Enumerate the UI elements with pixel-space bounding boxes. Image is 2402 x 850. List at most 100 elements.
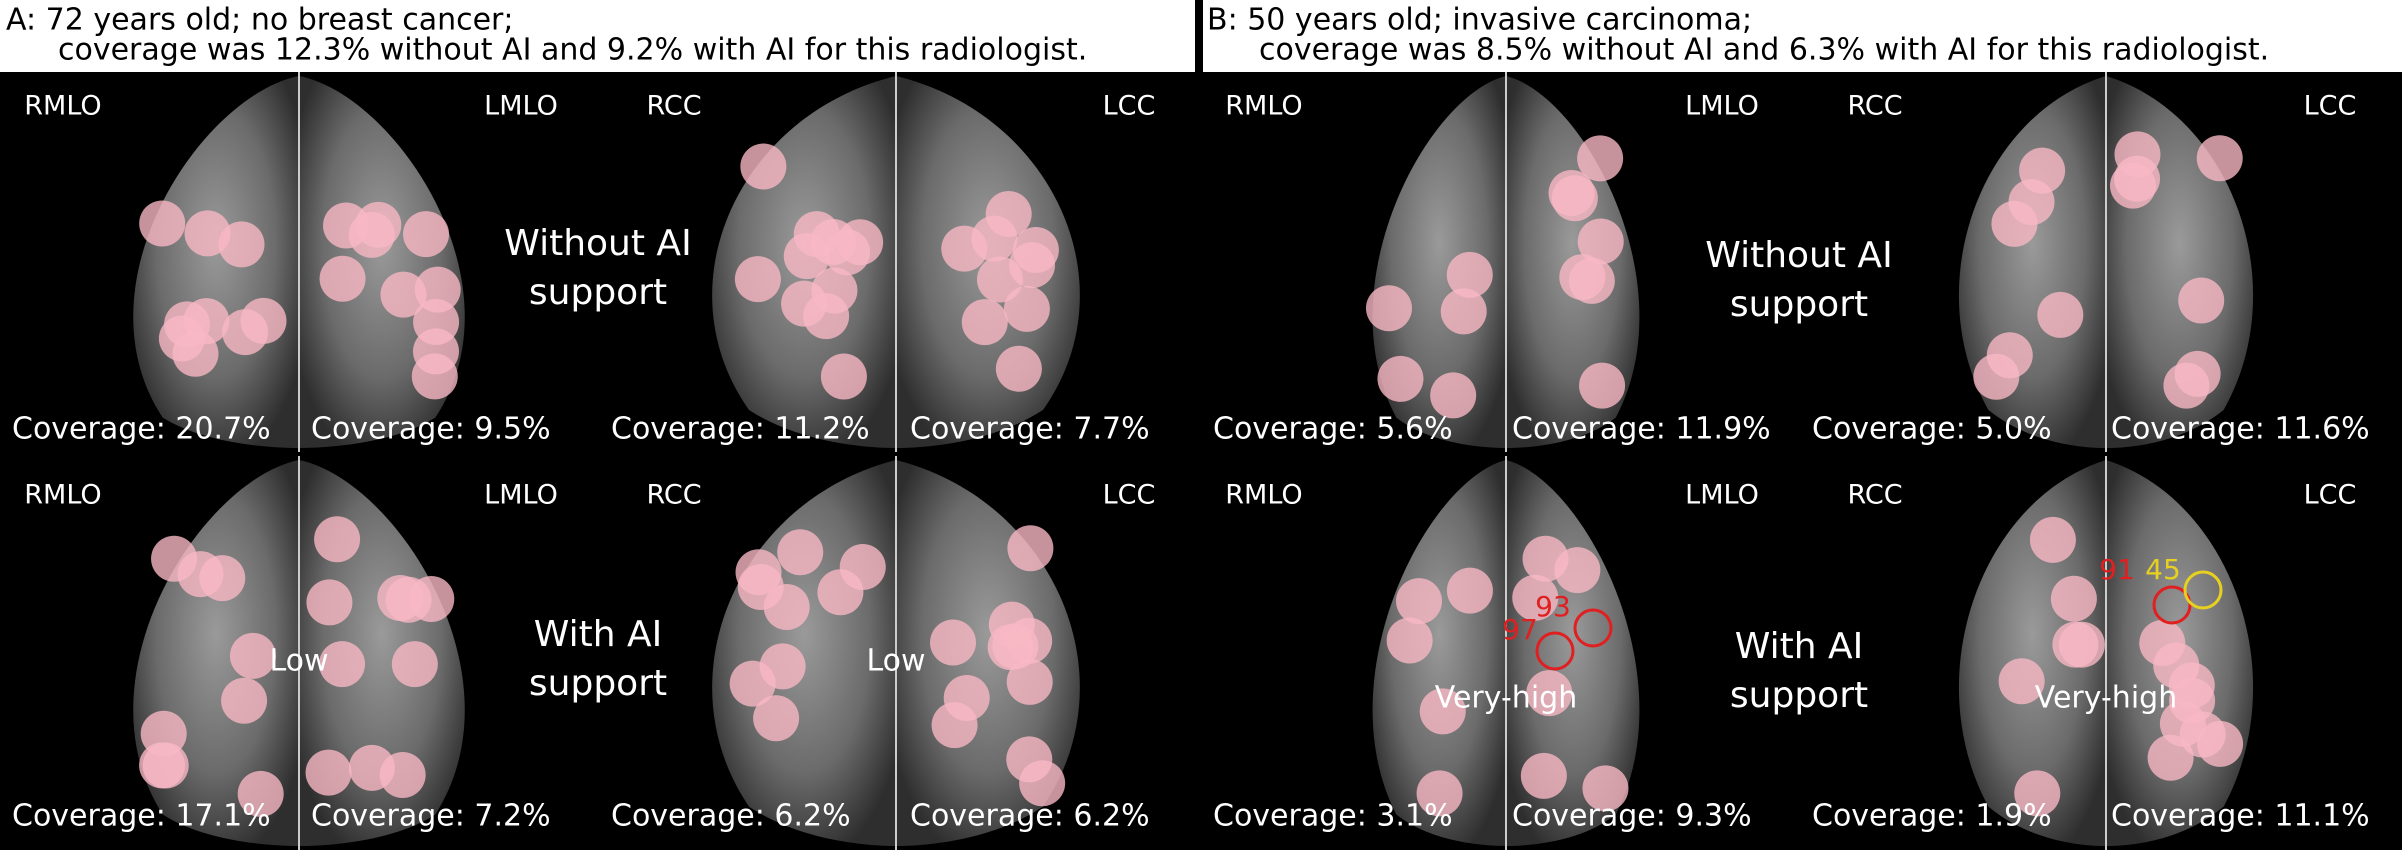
annotation-circle — [391, 641, 438, 688]
view-label: RMLO — [24, 480, 101, 511]
support-label: support — [529, 663, 667, 704]
annotation-circle — [1548, 170, 1595, 217]
coverage-label: Coverage: 5.6% — [1213, 412, 1453, 447]
annotation-circle — [1419, 688, 1466, 735]
annotation-circle — [995, 345, 1042, 392]
view-label: RMLO — [1225, 91, 1302, 122]
annotation-circle — [2196, 135, 2243, 182]
header-band — [0, 0, 1195, 72]
annotation-circle — [2114, 131, 2161, 178]
annotation-circle — [1512, 574, 1559, 621]
risk-label: Very-high — [2035, 681, 2177, 716]
view-label: RCC — [646, 91, 701, 122]
annotation-circle — [140, 710, 187, 757]
annotation-circle — [820, 353, 867, 400]
header-line: coverage was 8.5% without AI and 6.3% wi… — [1259, 33, 2269, 68]
ai-finding — [1535, 631, 1575, 671]
annotation-circle — [1991, 200, 2038, 247]
annotation-circle — [1386, 617, 1433, 664]
view-label: LCC — [2304, 480, 2357, 511]
annotation-circle — [1003, 285, 1050, 332]
annotation-circle — [380, 271, 427, 318]
view-label: RCC — [1847, 91, 1902, 122]
coverage-label: Coverage: 11.9% — [1512, 412, 1771, 447]
annotation-circle — [793, 211, 840, 258]
mammogram — [1958, 460, 2106, 846]
annotation-circle — [961, 299, 1008, 346]
view-label: RCC — [1847, 480, 1902, 511]
annotation-circle — [1577, 135, 1624, 182]
support-label: With AI — [534, 614, 662, 655]
annotation-circle — [1440, 288, 1487, 335]
labels: A: 72 years old; no breast cancer;covera… — [6, 3, 2370, 834]
annotation-circle — [1973, 353, 2020, 400]
annotation-circle — [229, 632, 276, 679]
support-label: Without AI — [504, 223, 691, 264]
annotation-circle — [319, 641, 366, 688]
coverage-label: Coverage: 17.1% — [12, 799, 271, 834]
annotation-circle — [218, 221, 265, 268]
coverage-label: Coverage: 7.2% — [311, 799, 551, 834]
coverage-label: Coverage: 6.2% — [910, 799, 1150, 834]
view-label: RMLO — [24, 91, 101, 122]
divider — [1195, 0, 1203, 850]
view-label: LCC — [2304, 91, 2357, 122]
annotation-circle — [1446, 567, 1493, 614]
view-label: LMLO — [1685, 91, 1759, 122]
support-label: With AI — [1735, 626, 1863, 667]
annotation-circle — [1577, 218, 1624, 265]
header-line: A: 72 years old; no breast cancer; — [6, 3, 514, 38]
header-line: B: 50 years old; invasive carcinoma; — [1207, 3, 1752, 38]
annotation-circle — [221, 677, 268, 724]
view-label: LMLO — [484, 91, 558, 122]
support-label: Without AI — [1705, 235, 1892, 276]
annotation-circle — [2050, 575, 2097, 622]
coverage-label: Coverage: 9.5% — [311, 412, 551, 447]
header-line: coverage was 12.3% without AI and 9.2% w… — [58, 33, 1087, 68]
annotation-circle — [1396, 578, 1443, 625]
view-label: LMLO — [484, 480, 558, 511]
view-label: RCC — [646, 480, 701, 511]
annotation-circle — [240, 297, 287, 344]
annotation-circle — [1430, 372, 1477, 419]
annotation-circle — [2029, 516, 2076, 563]
annotation-circle — [1006, 658, 1053, 705]
annotation-circle — [2197, 720, 2244, 767]
annotation-circle — [403, 211, 450, 258]
annotation-circle — [1019, 760, 1066, 807]
annotation-circle — [314, 516, 361, 563]
annotation-circle — [2163, 362, 2210, 409]
annotation-circle — [777, 529, 824, 576]
annotation-circle — [306, 579, 353, 626]
annotation-circle — [1526, 670, 1573, 717]
annotation-circle — [1377, 355, 1424, 402]
risk-label: Low — [269, 644, 328, 679]
annotation-circle — [759, 643, 806, 690]
annotation-circle — [139, 200, 186, 247]
annotation-circle — [1446, 251, 1493, 298]
annotation-circle — [1579, 362, 1626, 409]
annotation-circle — [734, 256, 781, 303]
annotation-circle — [408, 576, 455, 623]
annotation-circle — [943, 674, 990, 721]
annotation-circle — [740, 143, 787, 190]
annotation-circle — [839, 544, 886, 591]
annotation-circle — [1522, 535, 1569, 582]
coverage-label: Coverage: 11.6% — [2111, 412, 2370, 447]
coverage-label: Coverage: 5.0% — [1812, 412, 2052, 447]
coverage-label: Coverage: 20.7% — [12, 412, 271, 447]
annotation-circle — [2178, 277, 2225, 324]
annotation-circle — [2019, 147, 2066, 194]
support-label: support — [1730, 675, 1868, 716]
coverage-label: Coverage: 3.1% — [1213, 799, 1453, 834]
annotation-circle — [2014, 770, 2061, 817]
annotation-circle — [735, 549, 782, 596]
annotation-circle — [379, 751, 426, 798]
mammogram — [1372, 460, 1506, 846]
support-label: support — [1730, 284, 1868, 325]
annotation-circle — [2058, 621, 2105, 668]
annotation-circle — [976, 256, 1023, 303]
header-band — [1203, 0, 2402, 72]
annotation-circle — [323, 202, 370, 249]
